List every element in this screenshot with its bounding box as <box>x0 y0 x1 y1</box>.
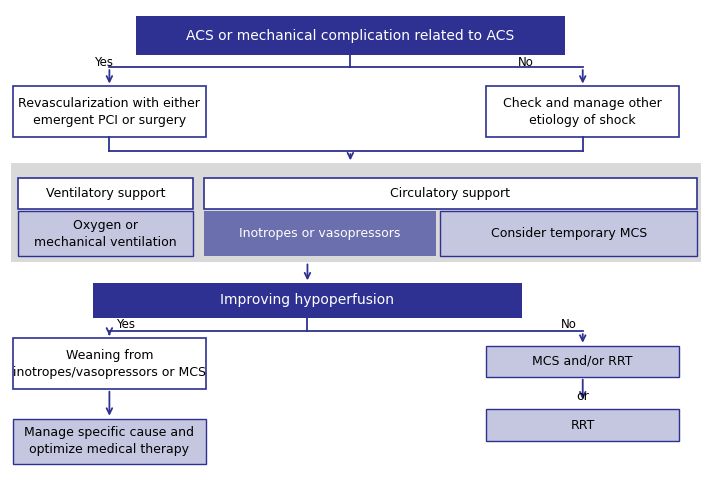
Bar <box>13 338 206 389</box>
Bar <box>486 409 679 441</box>
Text: Ventilatory support: Ventilatory support <box>46 187 165 200</box>
Text: Check and manage other
etiology of shock: Check and manage other etiology of shock <box>503 96 662 127</box>
Text: Improving hypoperfusion: Improving hypoperfusion <box>220 293 395 308</box>
Bar <box>93 283 522 318</box>
Bar <box>13 419 206 464</box>
Text: No: No <box>561 318 576 332</box>
Bar <box>486 86 679 137</box>
Text: RRT: RRT <box>571 419 595 432</box>
Text: Yes: Yes <box>94 56 113 69</box>
Bar <box>18 211 193 256</box>
Text: Yes: Yes <box>116 318 134 332</box>
Text: Inotropes or vasopressors: Inotropes or vasopressors <box>240 227 400 240</box>
Bar <box>486 346 679 377</box>
Bar <box>440 211 697 256</box>
Text: Manage specific cause and
optimize medical therapy: Manage specific cause and optimize medic… <box>24 426 194 456</box>
Text: ACS or mechanical complication related to ACS: ACS or mechanical complication related t… <box>186 28 515 43</box>
Text: MCS and/or RRT: MCS and/or RRT <box>533 355 633 368</box>
Text: or: or <box>576 390 589 404</box>
Bar <box>11 163 701 262</box>
Bar <box>204 178 697 209</box>
Text: No: No <box>518 56 533 69</box>
Bar <box>13 86 206 137</box>
Bar <box>18 178 193 209</box>
Text: Circulatory support: Circulatory support <box>390 187 511 200</box>
Bar <box>136 16 565 55</box>
Bar <box>204 211 436 256</box>
Text: Consider temporary MCS: Consider temporary MCS <box>490 227 647 240</box>
Text: Oxygen or
mechanical ventilation: Oxygen or mechanical ventilation <box>34 218 177 249</box>
Text: Weaning from
inotropes/vasopressors or MCS: Weaning from inotropes/vasopressors or M… <box>13 348 206 379</box>
Text: Revascularization with either
emergent PCI or surgery: Revascularization with either emergent P… <box>19 96 200 127</box>
